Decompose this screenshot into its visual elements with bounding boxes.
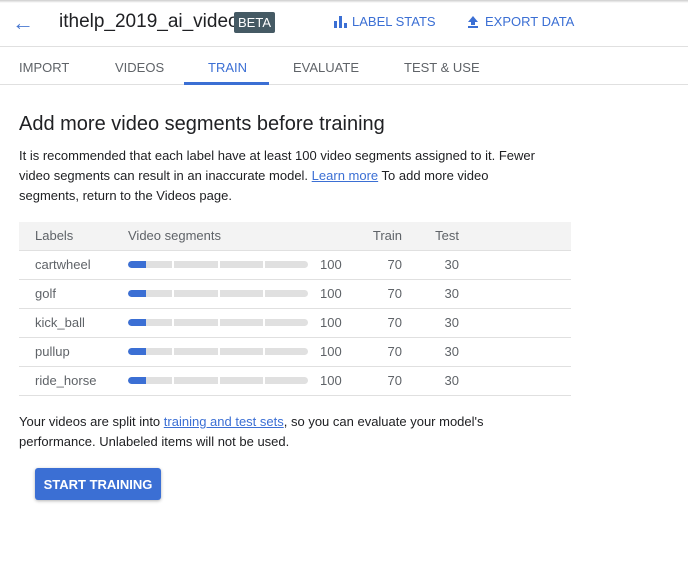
beta-badge: BETA xyxy=(234,12,275,33)
progress-fill xyxy=(128,290,146,297)
label-name: cartwheel xyxy=(19,249,128,279)
tab-videos[interactable]: VIDEOS xyxy=(115,60,165,75)
page-heading: Add more video segments before training xyxy=(19,113,385,135)
dataset-title: ithelp_2019_ai_video xyxy=(59,11,239,32)
segments-cell: 100 xyxy=(128,249,348,279)
train-count: 70 xyxy=(348,278,402,308)
table-row: pullup 100 70 30 xyxy=(19,336,571,366)
tab-train[interactable]: TRAIN xyxy=(208,60,247,75)
back-arrow-icon[interactable]: ← xyxy=(12,10,34,35)
test-count: 30 xyxy=(402,365,459,396)
bar-divider xyxy=(218,319,220,326)
bar-divider xyxy=(218,261,220,268)
progress-fill xyxy=(128,377,146,384)
export-data-label: EXPORT DATA xyxy=(485,14,575,29)
active-tab-indicator xyxy=(184,82,269,85)
desc-text-2: To add more video segments, return to th… xyxy=(19,168,489,203)
header-video-segments: Video segments xyxy=(128,222,348,250)
bar-divider xyxy=(263,377,265,384)
progress-fill xyxy=(128,319,146,326)
bar-divider xyxy=(172,290,174,297)
bar-divider xyxy=(172,348,174,355)
tab-import[interactable]: IMPORT xyxy=(19,60,70,75)
label-name: golf xyxy=(19,278,128,308)
export-data-button[interactable]: EXPORT DATA xyxy=(466,14,574,29)
bar-divider xyxy=(172,377,174,384)
label-stats-label: LABEL STATS xyxy=(352,14,436,29)
table-row: golf 100 70 30 xyxy=(19,278,571,308)
header-labels: Labels xyxy=(19,222,128,250)
segments-progress-bar xyxy=(128,261,308,268)
segments-cell: 100 xyxy=(128,365,348,396)
header: ← ithelp_2019_ai_video BETA LABEL STATS … xyxy=(0,0,688,47)
segments-cell: 100 xyxy=(128,336,348,366)
segment-count: 100 xyxy=(320,373,342,388)
label-name: ride_horse xyxy=(19,365,128,396)
progress-fill xyxy=(128,261,146,268)
train-count: 70 xyxy=(348,336,402,366)
bar-divider xyxy=(218,377,220,384)
learn-more-link[interactable]: Learn more xyxy=(311,168,379,183)
segments-progress-bar xyxy=(128,348,308,355)
bar-divider xyxy=(263,261,265,268)
tab-bar: IMPORT VIDEOS TRAIN EVALUATE TEST & USE xyxy=(0,47,688,85)
table-row: cartwheel 100 70 30 xyxy=(19,249,571,279)
segment-count: 100 xyxy=(320,257,342,272)
empty-cell xyxy=(459,278,571,308)
empty-cell xyxy=(459,307,571,337)
empty-cell xyxy=(459,365,571,396)
segments-cell: 100 xyxy=(128,307,348,337)
empty-cell xyxy=(459,336,571,366)
segments-cell: 100 xyxy=(128,278,348,308)
foot-text-2: , so you can evaluate your model's perfo… xyxy=(19,414,484,449)
header-test: Test xyxy=(402,222,459,250)
label-table: Labels Video segments Train Test cartwhe… xyxy=(19,222,571,396)
training-test-sets-link[interactable]: training and test sets xyxy=(163,414,284,429)
table-row: ride_horse 100 70 30 xyxy=(19,365,571,396)
label-stats-button[interactable]: LABEL STATS xyxy=(333,14,436,29)
desc-text-1: It is recommended that each label have a… xyxy=(19,148,535,183)
bar-divider xyxy=(172,319,174,326)
train-count: 70 xyxy=(348,307,402,337)
segments-progress-bar xyxy=(128,377,308,384)
start-training-button[interactable]: START TRAINING xyxy=(35,468,161,500)
upload-icon xyxy=(468,15,478,28)
bar-chart-icon xyxy=(334,16,347,28)
bar-divider xyxy=(263,348,265,355)
train-count: 70 xyxy=(348,365,402,396)
bar-divider xyxy=(263,290,265,297)
label-name: pullup xyxy=(19,336,128,366)
segment-count: 100 xyxy=(320,344,342,359)
tab-test-use[interactable]: TEST & USE xyxy=(404,60,480,75)
bar-divider xyxy=(218,290,220,297)
test-count: 30 xyxy=(402,249,459,279)
foot-text-1: Your videos are split into xyxy=(19,414,164,429)
segments-progress-bar xyxy=(128,319,308,326)
test-count: 30 xyxy=(402,336,459,366)
test-count: 30 xyxy=(402,307,459,337)
table-row: kick_ball 100 70 30 xyxy=(19,307,571,337)
progress-fill xyxy=(128,348,146,355)
segment-count: 100 xyxy=(320,286,342,301)
test-count: 30 xyxy=(402,278,459,308)
train-count: 70 xyxy=(348,249,402,279)
tab-evaluate[interactable]: EVALUATE xyxy=(293,60,359,75)
segment-count: 100 xyxy=(320,315,342,330)
bar-divider xyxy=(172,261,174,268)
split-note: Your videos are split into training and … xyxy=(19,412,539,452)
description: It is recommended that each label have a… xyxy=(19,146,539,206)
top-shadow xyxy=(0,0,688,3)
segments-progress-bar xyxy=(128,290,308,297)
bar-divider xyxy=(218,348,220,355)
empty-cell xyxy=(459,249,571,279)
bar-divider xyxy=(263,319,265,326)
label-name: kick_ball xyxy=(19,307,128,337)
header-train: Train xyxy=(348,222,402,250)
